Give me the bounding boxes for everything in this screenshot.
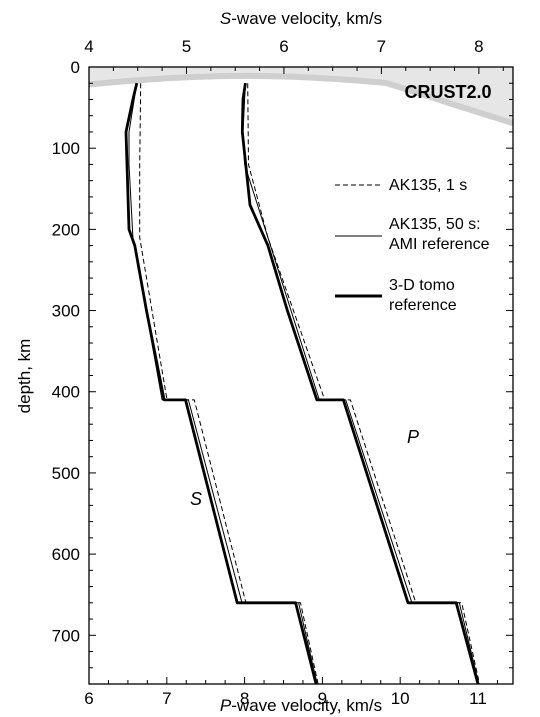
bottom-tick-label: 10 — [391, 689, 410, 708]
series-group — [124, 82, 480, 685]
crust-label: CRUST2.0 — [404, 82, 491, 102]
tick-labels: 6 7 8 9 10 11 4 5 6 7 8 0 100 200 300 400 500 600 700 — [52, 37, 487, 708]
top-tick-label: 8 — [474, 37, 483, 56]
top-axis-title: S-wave velocity, km/s — [220, 9, 382, 28]
top-tick-label: 4 — [84, 37, 93, 56]
left-tick-label: 100 — [52, 139, 80, 158]
top-tick-label: 5 — [182, 37, 191, 56]
left-tick-label: 300 — [52, 302, 80, 321]
left-tick-label: 600 — [52, 545, 80, 564]
axis-ticks — [88, 66, 513, 685]
left-tick-label: 700 — [52, 626, 80, 645]
left-tick-label: 200 — [52, 220, 80, 239]
legend-label-3d-tomo-line1: 3-D tomo — [389, 277, 455, 294]
bottom-tick-label: 11 — [469, 689, 487, 708]
bottom-tick-label: 7 — [162, 689, 171, 708]
legend-label-ak135-1s: AK135, 1 s — [389, 177, 467, 194]
bottom-axis-title: P-wave velocity, km/s — [220, 696, 382, 715]
legend-label-ak135-50s-line2: AMI reference — [389, 236, 490, 253]
s-curve-label: S — [190, 489, 202, 509]
plot-frame — [88, 66, 514, 685]
top-tick-label: 6 — [279, 37, 288, 56]
legend-label-ak135-50s-line1: AK135, 50 s: — [389, 216, 481, 233]
series-s-dashed-line — [139, 83, 319, 685]
left-axis-title: depth, km — [15, 339, 34, 414]
left-tick-label: 0 — [71, 58, 80, 77]
series-s-thick-line — [124, 82, 318, 685]
left-tick-label: 400 — [52, 383, 80, 402]
crust-band — [89, 67, 513, 124]
series-p-thin-line — [242, 83, 480, 685]
series-p-thick-line — [240, 82, 480, 685]
top-tick-label: 7 — [377, 37, 386, 56]
legend-label-3d-tomo-line2: reference — [389, 297, 457, 314]
crust-boundary — [88, 72, 514, 127]
p-curve-label: P — [407, 427, 419, 447]
bottom-tick-label: 6 — [84, 689, 93, 708]
series-p-dashed-line — [247, 83, 480, 685]
left-tick-label: 500 — [52, 464, 80, 483]
bottom-tick-label: 9 — [318, 689, 327, 708]
legend: AK135, 1 s AK135, 50 s: AMI reference 3-… — [335, 177, 490, 314]
series-s-thin-line — [128, 83, 318, 685]
bottom-tick-label: 8 — [240, 689, 249, 708]
